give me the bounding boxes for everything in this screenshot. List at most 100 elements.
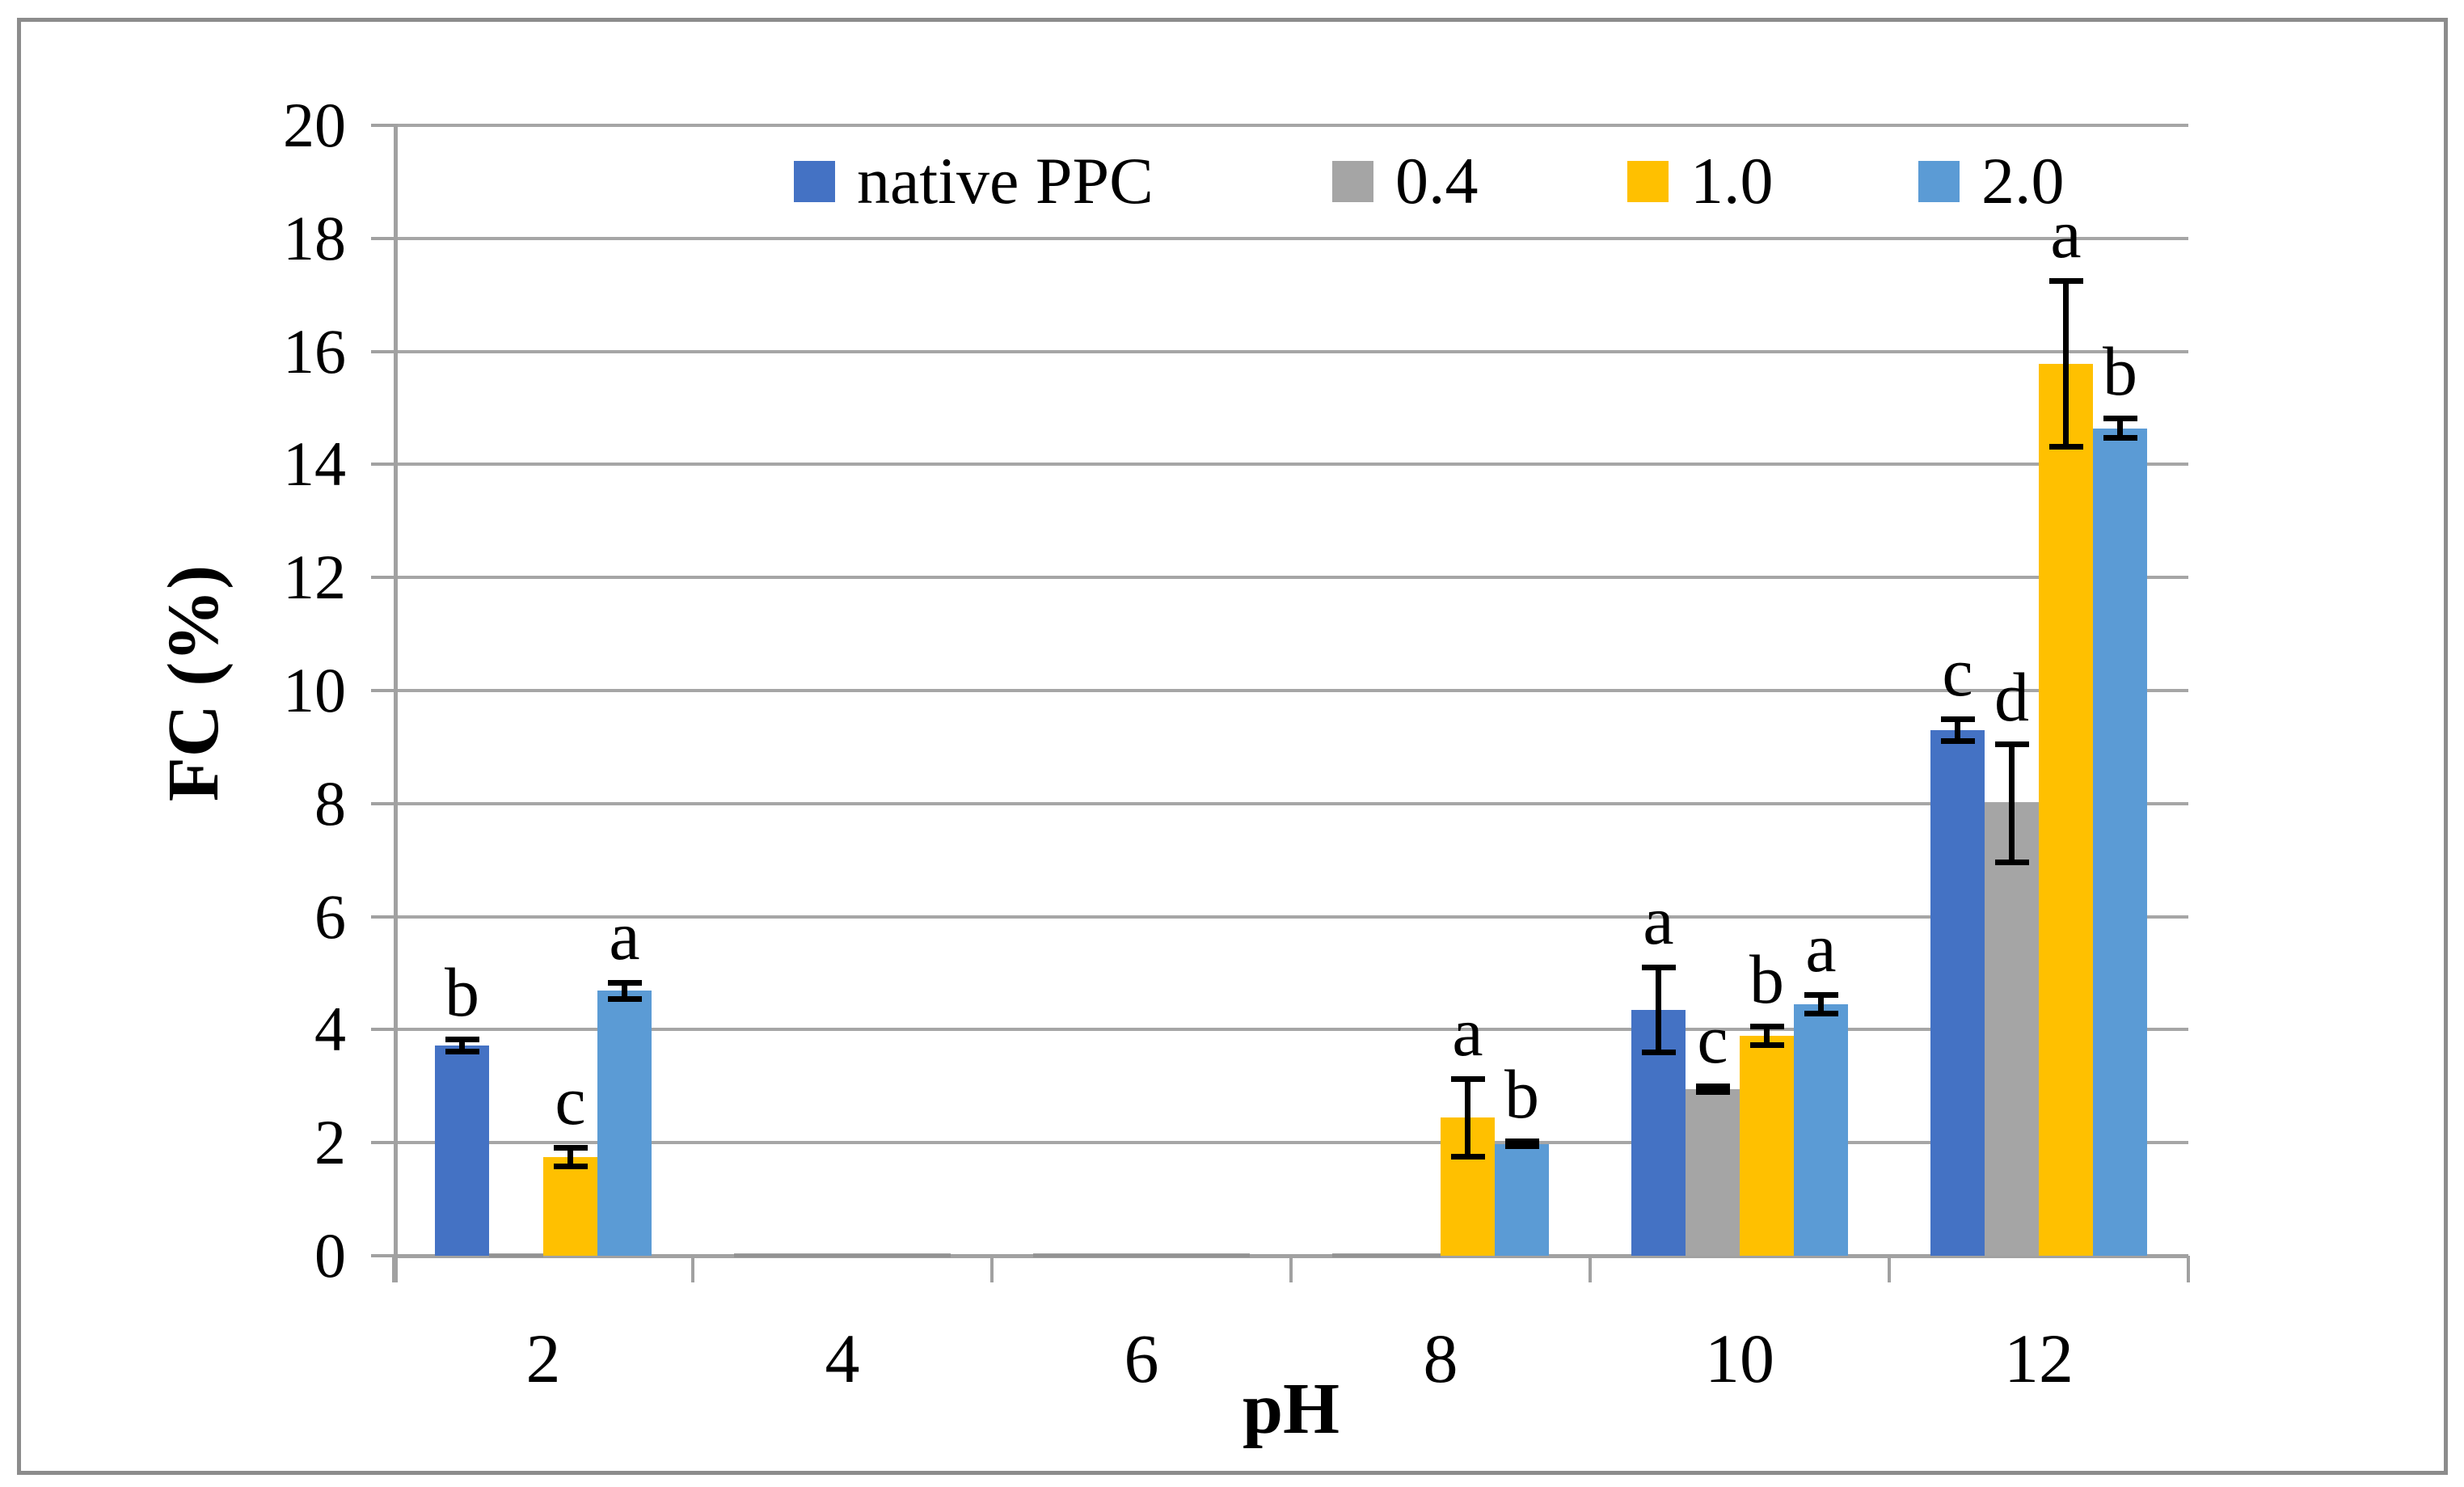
error-bar-2.0-ph2: [622, 982, 627, 999]
error-bar-2.0-ph10: [1818, 995, 1824, 1014]
error-cap-bottom: [445, 1048, 479, 1054]
gridline-y10: [394, 689, 2188, 692]
bar-1.0-ph10: [1740, 1036, 1794, 1256]
zero-bar-0.4-ph6: [1087, 1253, 1141, 1257]
bar-1.0-ph2: [543, 1157, 597, 1256]
sig-label-0.4-ph10: c: [1697, 999, 1728, 1078]
error-cap-top: [1695, 1083, 1730, 1089]
bar-native-PPC-ph12: [1930, 729, 1985, 1256]
legend-label: 1.0: [1690, 144, 1774, 218]
legend-item-0.4: 0.4: [1332, 148, 1479, 214]
error-cap-top: [1804, 992, 1838, 999]
error-cap-top: [2103, 416, 2137, 422]
zero-bar-native-PPC-ph4: [734, 1253, 788, 1257]
y-tick-label-4: 4: [314, 994, 346, 1065]
bar-2.0-ph10: [1794, 1003, 1848, 1256]
error-cap-top: [1940, 716, 1975, 722]
bar-1.0-ph12: [2039, 363, 2093, 1256]
error-bar-1.0-ph2: [567, 1147, 573, 1168]
error-cap-bottom: [1695, 1088, 1730, 1095]
error-bar-0.4-ph10: [1710, 1085, 1715, 1092]
error-cap-top: [1994, 741, 2029, 748]
error-bar-1.0-ph12: [2063, 281, 2069, 447]
error-cap-bottom: [1450, 1154, 1485, 1160]
x-tick-label-ph10: 10: [1705, 1320, 1774, 1397]
y-axis-tick-6: [371, 915, 398, 919]
x-axis-tick-3: [1289, 1256, 1293, 1282]
error-cap-bottom: [1994, 860, 2029, 866]
x-tick-label-ph6: 6: [1124, 1320, 1159, 1397]
bar-2.0-ph2: [597, 991, 652, 1256]
gridline-y8: [394, 801, 2188, 805]
zero-bar-2.0-ph6: [1196, 1253, 1250, 1257]
gridline-y18: [394, 236, 2188, 240]
y-tick-label-20: 20: [283, 90, 346, 160]
y-tick-label-2: 2: [314, 1107, 346, 1178]
legend-swatch-icon: [1332, 160, 1373, 202]
error-cap-top: [1450, 1075, 1485, 1082]
sig-label-1.0-ph10: b: [1749, 940, 1784, 1019]
gridline-y16: [394, 349, 2188, 353]
y-tick-label-6: 6: [314, 881, 346, 952]
x-axis-tick-0: [392, 1256, 395, 1282]
y-tick-label-18: 18: [283, 202, 346, 273]
sig-label-1.0-ph12: a: [2050, 195, 2082, 273]
y-tick-label-16: 16: [283, 315, 346, 387]
sig-label-1.0-ph8: a: [1452, 992, 1483, 1071]
y-tick-label-0: 0: [314, 1220, 346, 1291]
legend-item-native-PPC: native PPC: [794, 144, 1154, 218]
gridline-y4: [394, 1028, 2188, 1032]
x-tick-label-ph12: 12: [2004, 1320, 2074, 1397]
x-axis-tick-4: [1589, 1256, 1592, 1282]
error-bar-1.0-ph8: [1465, 1078, 1470, 1158]
error-cap-bottom: [1641, 1050, 1676, 1056]
sig-label-native-PPC-ph12: c: [1942, 632, 1973, 711]
legend-swatch-icon: [1918, 160, 1960, 202]
y-axis-tick-8: [371, 801, 398, 805]
error-cap-bottom: [607, 995, 642, 1002]
sig-label-2.0-ph2: a: [609, 896, 640, 974]
gridline-y20: [394, 124, 2188, 127]
figure-border: [17, 18, 2448, 1475]
y-axis-tick-10: [371, 689, 398, 692]
legend-item-1.0: 1.0: [1627, 144, 1774, 218]
sig-label-1.0-ph2: c: [555, 1062, 586, 1140]
legend-swatch-icon: [794, 160, 835, 202]
y-axis-line: [394, 125, 398, 1282]
error-cap-top: [1749, 1024, 1784, 1030]
sig-label-native-PPC-ph10: a: [1643, 881, 1674, 959]
x-axis-title: pH: [1242, 1369, 1340, 1449]
x-axis-tick-end: [2187, 1256, 2190, 1282]
bar-2.0-ph12: [2093, 428, 2147, 1256]
gridline-y6: [394, 915, 2188, 919]
error-bar-native-PPC-ph12: [1955, 718, 1960, 741]
error-cap-bottom: [1749, 1041, 1784, 1048]
y-tick-label-8: 8: [314, 767, 346, 839]
error-cap-top: [553, 1145, 588, 1151]
bar-0.4-ph12: [1985, 803, 2039, 1256]
y-axis-title: FC (%): [154, 564, 234, 802]
error-cap-top: [445, 1037, 479, 1043]
y-axis-tick-20: [371, 124, 398, 127]
gridline-y14: [394, 463, 2188, 467]
bar-native-PPC-ph2: [435, 1045, 489, 1256]
error-bar-2.0-ph12: [2117, 418, 2123, 439]
legend-label: 2.0: [1981, 144, 2065, 218]
error-cap-bottom: [1804, 1010, 1838, 1016]
sig-label-2.0-ph10: a: [1805, 909, 1837, 987]
zero-bar-2.0-ph4: [897, 1253, 951, 1257]
sig-label-2.0-ph8: b: [1504, 1055, 1539, 1134]
error-cap-bottom: [1504, 1143, 1539, 1150]
zero-bar-0.4-ph8: [1386, 1253, 1441, 1257]
x-tick-label-ph8: 8: [1423, 1320, 1458, 1397]
legend-item-2.0: 2.0: [1918, 144, 2065, 218]
error-bar-native-PPC-ph10: [1656, 966, 1661, 1054]
zero-bar-native-PPC-ph8: [1332, 1253, 1386, 1257]
error-cap-bottom: [2048, 443, 2083, 450]
error-bar-native-PPC-ph2: [459, 1039, 465, 1052]
error-cap-top: [607, 979, 642, 986]
error-bar-1.0-ph10: [1764, 1026, 1770, 1046]
legend-label: native PPC: [857, 144, 1154, 218]
x-axis-tick-2: [990, 1256, 994, 1282]
